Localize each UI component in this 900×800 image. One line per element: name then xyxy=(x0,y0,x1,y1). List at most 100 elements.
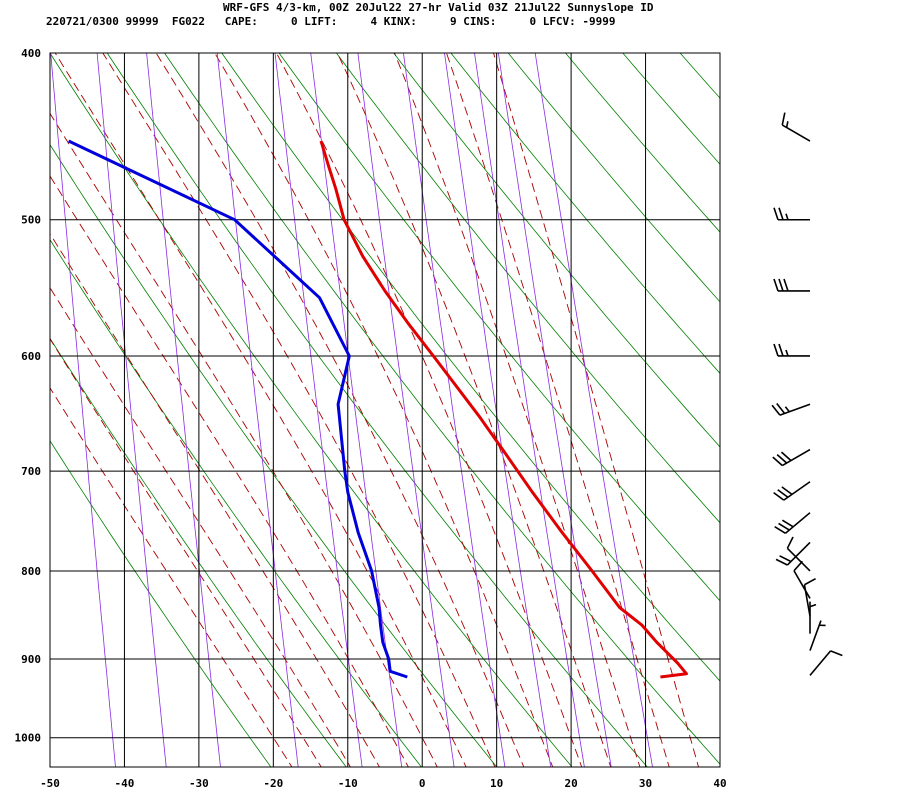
moist-adiabat-line xyxy=(336,53,612,767)
wind-barb-feather xyxy=(781,112,786,126)
wind-barb xyxy=(773,207,810,221)
moist-adiabat-line xyxy=(50,338,322,767)
wind-barb xyxy=(773,343,810,357)
wind-barb xyxy=(803,578,816,617)
wind-barb xyxy=(809,650,843,676)
mixing-ratio-line xyxy=(216,53,299,767)
wind-barb-half-feather xyxy=(785,349,789,357)
x-tick-label: -30 xyxy=(189,777,209,790)
wind-barb-feather xyxy=(780,451,792,462)
moist-adiabat-line xyxy=(50,286,351,767)
wind-barb-staff xyxy=(803,584,811,617)
x-tick-label: 10 xyxy=(490,777,503,790)
wind-barb xyxy=(773,481,811,501)
wind-barb-feather xyxy=(778,522,790,531)
wind-barb-staff xyxy=(793,570,811,599)
wind-barb-feather xyxy=(773,491,785,501)
moist-adiabat-line xyxy=(50,387,293,767)
wind-barb-half-feather xyxy=(785,121,789,128)
wind-barb xyxy=(771,403,811,416)
x-tick-label: -20 xyxy=(263,777,283,790)
moist-adiabat-line xyxy=(50,175,409,767)
x-tick-label: 40 xyxy=(713,777,726,790)
wind-barb xyxy=(781,112,811,142)
dewpoint-trace xyxy=(67,139,408,679)
mixing-ratio-line xyxy=(274,53,363,767)
dry-adiabat-line xyxy=(50,238,422,767)
wind-barbs xyxy=(771,112,843,676)
pressure-tick-label: 900 xyxy=(21,653,41,666)
chart-background-lines xyxy=(50,34,900,767)
mixing-ratio-line xyxy=(534,53,653,767)
axis-labels: -50 -40 -30 -20 -10 0 10 20 30 40 400 500 600 700 800 9… xyxy=(15,47,727,790)
dry-adiabat-line xyxy=(221,53,720,682)
wind-barb-feather xyxy=(772,456,783,467)
moist-adiabat-line xyxy=(54,53,467,767)
header-line-2: 220721/0300 99999 FG022 CAPE: 0 LIFT: 4 … xyxy=(46,15,616,28)
wind-barb-staff xyxy=(784,512,811,534)
wind-barb xyxy=(774,512,811,534)
dry-adiabat-line xyxy=(777,34,900,767)
wind-barb-staff xyxy=(783,481,811,501)
dry-adiabat-line xyxy=(106,53,648,767)
wind-barb-feather xyxy=(775,558,788,566)
wind-barb-feather xyxy=(783,278,789,292)
dry-adiabat-line xyxy=(393,53,720,448)
wind-barb xyxy=(793,560,811,599)
dry-adiabat-line xyxy=(278,53,720,602)
dry-adiabat-line xyxy=(564,53,720,233)
dry-adiabat-line xyxy=(50,337,347,767)
chart-series xyxy=(67,139,688,679)
moist-adiabat-line xyxy=(102,53,496,767)
dry-adiabat-line xyxy=(450,53,720,374)
x-tick-label: -50 xyxy=(40,777,60,790)
wind-barb-feather xyxy=(776,454,788,464)
wind-barb xyxy=(773,278,810,292)
temperature-trace xyxy=(319,140,688,679)
wind-barb-feather xyxy=(786,536,794,549)
mixing-ratio-line xyxy=(357,53,455,767)
wind-barb-feather xyxy=(773,278,779,292)
dry-adiabat-line xyxy=(720,34,900,767)
pressure-tick-label: 700 xyxy=(21,465,41,478)
pressure-tick-label: 500 xyxy=(21,214,41,227)
wind-barb-half-feather xyxy=(809,603,817,608)
wind-barb-feather xyxy=(781,486,793,496)
x-tick-label: -40 xyxy=(115,777,135,790)
moist-adiabat-line xyxy=(275,53,583,767)
moist-adiabat-line xyxy=(155,53,525,767)
wind-barb-feather xyxy=(778,278,784,292)
x-tick-label: 30 xyxy=(639,777,652,790)
pressure-tick-label: 600 xyxy=(21,350,41,363)
chart-grid xyxy=(49,52,721,767)
wind-barb-feather xyxy=(777,489,789,498)
mixing-ratio-line xyxy=(310,53,403,767)
wind-barb xyxy=(772,448,811,467)
wind-barb xyxy=(786,536,811,572)
wind-barb-feather xyxy=(773,343,779,357)
x-tick-label: 0 xyxy=(419,777,426,790)
moist-adiabat-line xyxy=(50,112,438,767)
pressure-tick-label: 400 xyxy=(21,47,41,60)
dry-adiabat-line xyxy=(50,53,573,767)
pressure-tick-label: 800 xyxy=(21,565,41,578)
dry-adiabat-line xyxy=(891,34,900,767)
mixing-ratio-line xyxy=(96,53,167,767)
wind-barb-staff xyxy=(779,403,811,416)
wind-barb xyxy=(775,541,811,566)
dry-adiabat-line xyxy=(164,53,720,765)
wind-barb-feather xyxy=(773,207,779,220)
wind-barb-feather xyxy=(781,519,794,528)
wind-barb xyxy=(809,601,817,634)
wind-barb-half-feather xyxy=(784,406,790,413)
wind-barb xyxy=(809,620,826,651)
wind-barb-staff xyxy=(809,620,822,651)
moist-adiabat-line xyxy=(394,53,641,767)
wind-barb-feather xyxy=(804,578,816,586)
wind-barb-feather xyxy=(830,650,843,657)
moist-adiabat-line xyxy=(214,53,554,767)
wind-barb-feather xyxy=(774,525,786,534)
wind-barb-feather xyxy=(776,403,786,414)
pressure-tick-label: 1000 xyxy=(15,732,42,745)
wind-barb-feather xyxy=(793,560,803,572)
